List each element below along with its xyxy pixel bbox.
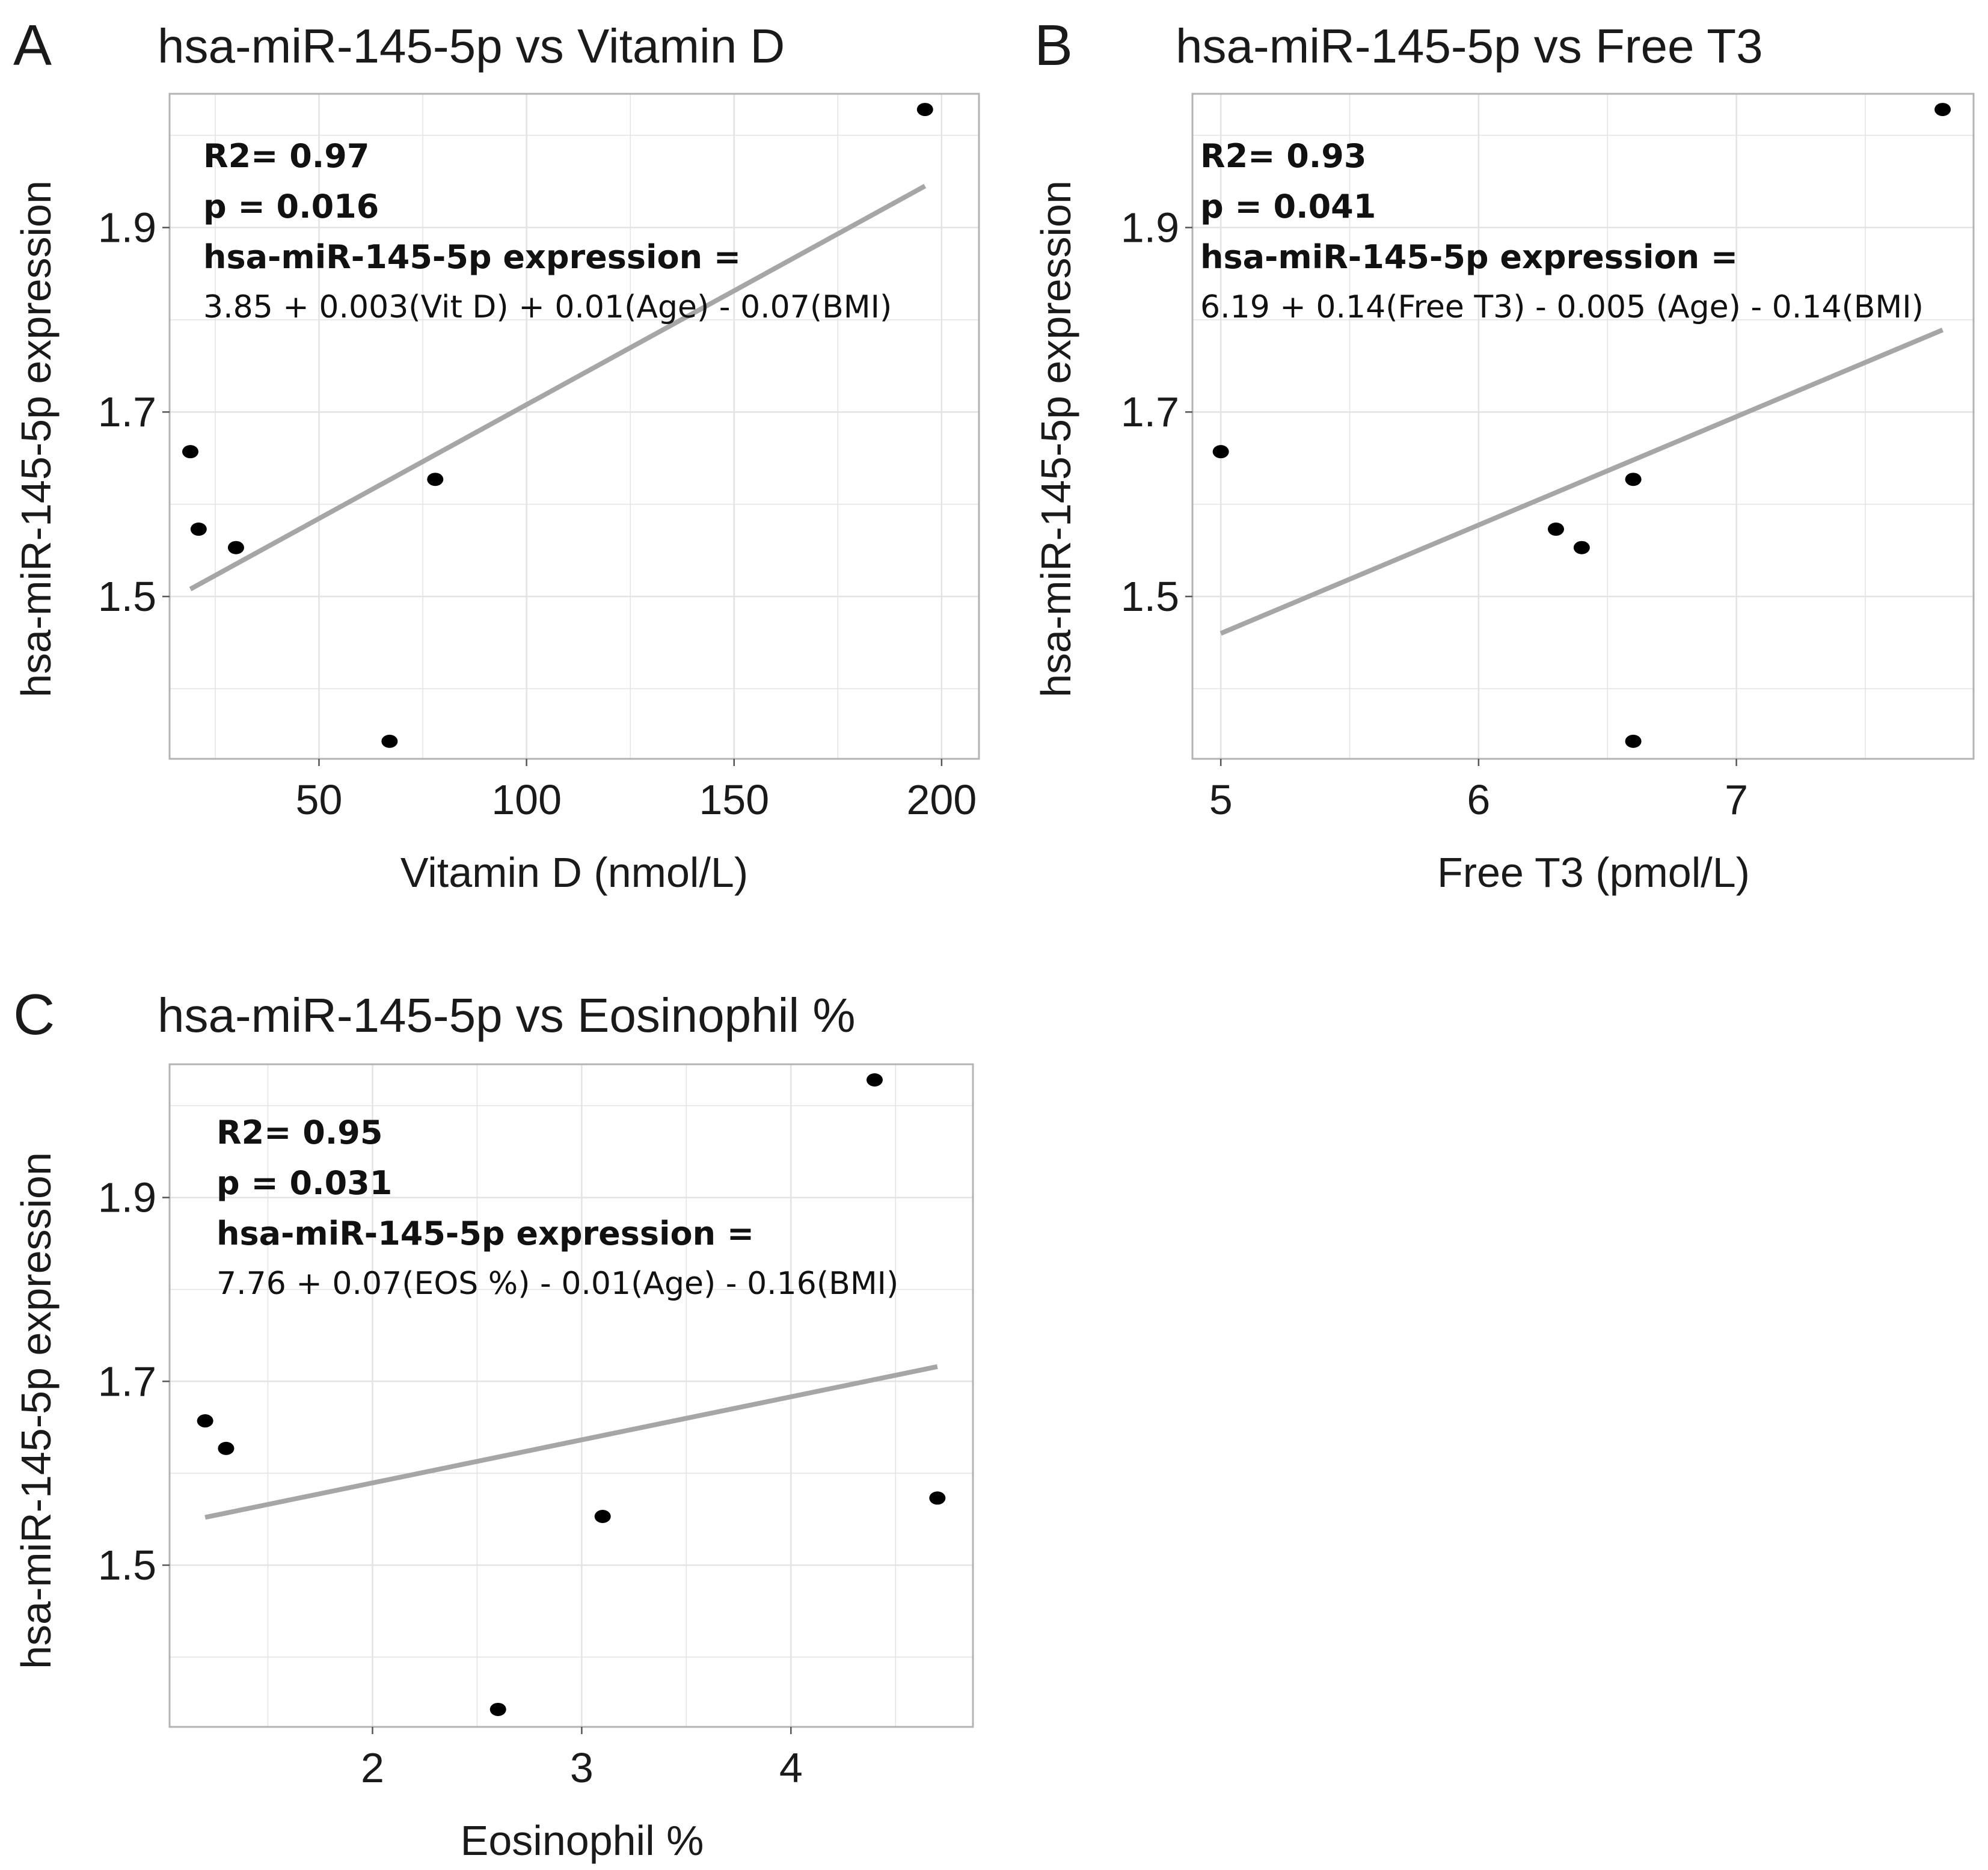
panel-b: B hsa-miR-145-5p vs Free T3 hsa-miR-145-… bbox=[1032, 13, 1975, 896]
panel-a-title: hsa-miR-145-5p vs Vitamin D bbox=[158, 19, 785, 73]
panel-c-y-tick-label: 1.7 bbox=[98, 1358, 156, 1405]
panel-a: A hsa-miR-145-5p vs Vitamin D hsa-miR-14… bbox=[13, 13, 980, 896]
panel-a-data-point bbox=[381, 734, 398, 748]
panel-c-y-tick-label: 1.5 bbox=[98, 1542, 156, 1589]
panel-c-equation: 7.76 + 0.07(EOS %) - 0.01(Age) - 0.16(BM… bbox=[216, 1266, 898, 1302]
panel-a-equation-label: hsa-miR-145-5p expression = bbox=[203, 238, 741, 276]
panel-c-equation-label: hsa-miR-145-5p expression = bbox=[216, 1215, 754, 1252]
panel-c-title: hsa-miR-145-5p vs Eosinophil % bbox=[158, 989, 856, 1042]
panel-b-r2-label: R2= 0.93 bbox=[1200, 137, 1366, 175]
panel-c-x-tick-label: 2 bbox=[361, 1744, 384, 1791]
panel-c-r2-label: R2= 0.95 bbox=[216, 1114, 382, 1151]
panel-b-annotation: R2= 0.93 p = 0.041 hsa-miR-145-5p expres… bbox=[1200, 137, 1924, 325]
panel-a-annotation: R2= 0.97 p = 0.016 hsa-miR-145-5p expres… bbox=[203, 137, 892, 325]
panel-b-y-tick-label: 1.7 bbox=[1121, 388, 1179, 435]
panel-letter-c: C bbox=[13, 983, 55, 1047]
panel-b-y-tick-label: 1.5 bbox=[1121, 573, 1179, 620]
panel-c-annotation: R2= 0.95 p = 0.031 hsa-miR-145-5p expres… bbox=[216, 1114, 898, 1302]
panel-a-equation: 3.85 + 0.003(Vit D) + 0.01(Age) - 0.07(B… bbox=[203, 289, 892, 325]
panel-c-data-point bbox=[197, 1414, 213, 1428]
panel-a-data-point bbox=[427, 473, 444, 486]
panel-a-data-point bbox=[182, 445, 199, 459]
panel-c-plot-frame bbox=[168, 1063, 974, 1728]
panel-a-data-point bbox=[916, 103, 933, 117]
panel-b-equation: 6.19 + 0.14(Free T3) - 0.005 (Age) - 0.1… bbox=[1200, 289, 1924, 325]
panel-a-x-tick-label: 200 bbox=[906, 776, 977, 823]
panel-c-data-point bbox=[489, 1702, 506, 1716]
panel-letter-b: B bbox=[1034, 13, 1073, 78]
panel-c-data-point bbox=[866, 1073, 883, 1087]
panel-b-y-tick-label: 1.9 bbox=[1121, 204, 1179, 251]
panel-b-x-axis-label: Free T3 (pmol/L) bbox=[1437, 849, 1750, 896]
panel-c-data-point bbox=[594, 1509, 611, 1523]
panel-c-x-tick-label: 3 bbox=[570, 1744, 594, 1791]
panel-b-x-tick-label: 5 bbox=[1209, 776, 1233, 823]
panel-b-plot-area: 5 6 7 1.5 1.7 1.9 bbox=[1121, 93, 1975, 823]
panel-b-title: hsa-miR-145-5p vs Free T3 bbox=[1176, 19, 1763, 73]
panel-c-x-tick-label: 4 bbox=[779, 1744, 803, 1791]
panel-c-x-axis-label: Eosinophil % bbox=[461, 1817, 704, 1864]
panel-b-x-tick-label: 7 bbox=[1725, 776, 1748, 823]
panel-a-y-tick-label: 1.7 bbox=[98, 388, 156, 435]
panel-a-y-axis-label: hsa-miR-145-5p expression bbox=[13, 180, 60, 697]
panel-a-p-value: p = 0.016 bbox=[203, 188, 379, 225]
panel-b-plot-frame bbox=[1191, 93, 1975, 760]
panel-c-data-point bbox=[218, 1441, 235, 1455]
panel-b-data-point bbox=[1934, 103, 1951, 117]
panel-a-regression-line bbox=[189, 183, 927, 592]
panel-a-x-tick-label: 50 bbox=[296, 776, 343, 823]
panel-b-y-axis-label: hsa-miR-145-5p expression bbox=[1032, 180, 1079, 697]
panel-a-x-tick-label: 150 bbox=[699, 776, 769, 823]
panel-letter-a: A bbox=[13, 13, 52, 78]
panel-a-plot-area: 50 100 150 200 1.5 1.7 1.9 bbox=[98, 93, 980, 823]
panel-a-r2-label: R2= 0.97 bbox=[203, 137, 369, 175]
panel-b-data-point bbox=[1212, 445, 1229, 459]
panel-c-y-axis-label: hsa-miR-145-5p expression bbox=[13, 1152, 60, 1669]
panel-c-plot-area: 2 3 4 1.5 1.7 1.9 bbox=[98, 1063, 974, 1791]
panel-a-data-point bbox=[227, 541, 244, 554]
panel-a-y-tick-label: 1.9 bbox=[98, 204, 156, 251]
panel-a-x-axis-label: Vitamin D (nmol/L) bbox=[400, 849, 748, 896]
panel-b-data-point bbox=[1625, 473, 1642, 486]
panel-c-data-point bbox=[929, 1491, 946, 1505]
panel-a-x-tick-label: 100 bbox=[491, 776, 562, 823]
panel-a-plot-frame bbox=[168, 93, 980, 760]
panel-b-data-point bbox=[1625, 734, 1642, 748]
panel-b-x-tick-label: 6 bbox=[1467, 776, 1490, 823]
panel-c-plot-background bbox=[170, 1064, 973, 1727]
panel-a-data-point bbox=[190, 523, 207, 536]
panel-c-p-value: p = 0.031 bbox=[216, 1164, 392, 1202]
panel-b-data-point bbox=[1573, 541, 1590, 554]
panel-c-regression-line bbox=[204, 1364, 938, 1520]
panel-a-y-tick-label: 1.5 bbox=[98, 573, 156, 620]
panel-b-equation-label: hsa-miR-145-5p expression = bbox=[1200, 238, 1738, 276]
panel-c: C hsa-miR-145-5p vs Eosinophil % hsa-miR… bbox=[13, 983, 974, 1864]
panel-b-plot-background bbox=[1192, 94, 1974, 759]
panel-b-regression-line bbox=[1219, 328, 1944, 636]
panel-c-y-tick-label: 1.9 bbox=[98, 1174, 156, 1221]
panel-a-plot-background bbox=[170, 94, 979, 759]
panel-b-p-value: p = 0.041 bbox=[1200, 188, 1376, 225]
panel-b-data-point bbox=[1547, 523, 1564, 536]
